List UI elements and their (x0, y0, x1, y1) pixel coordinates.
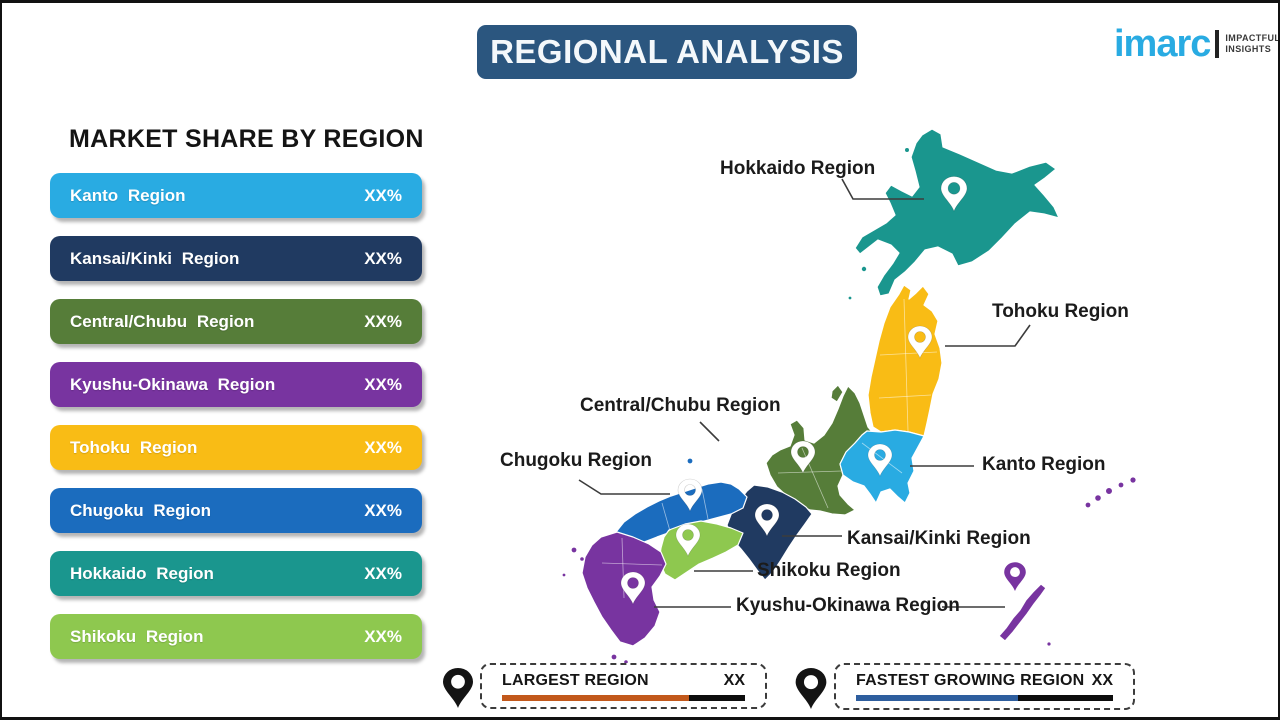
market-share-bar-label: Shikoku Region (70, 626, 204, 646)
map-pin-kyushu (620, 571, 646, 605)
island-dot (1093, 494, 1102, 503)
imarc-logo: imarc IMPACTFUL INSIGHTS (1114, 23, 1280, 65)
page-title: REGIONAL ANALYSIS (490, 33, 844, 70)
fastest-region-label: FASTEST GROWING REGION (856, 672, 1085, 689)
page-title-box: REGIONAL ANALYSIS (477, 25, 857, 79)
map-pin-chugoku (677, 478, 703, 512)
leader-line-hokkaido (841, 178, 924, 200)
region-hokkaido (854, 128, 1060, 297)
market-share-bar-value: XX% (364, 437, 402, 457)
logo-tagline-line2: INSIGHTS (1225, 44, 1272, 54)
market-share-heading: MARKET SHARE BY REGION (69, 125, 424, 153)
largest-region-bar (502, 695, 745, 701)
fastest-region-box: FASTEST GROWING REGION XX (834, 663, 1135, 710)
island-dot (686, 457, 694, 465)
market-share-bar-kanto: Kanto Region XX% (50, 173, 422, 218)
fastest-region-bar (856, 695, 1113, 701)
market-share-bar-hokkaido: Hokkaido Region XX% (50, 551, 422, 596)
market-share-bar-value: XX% (364, 563, 402, 583)
largest-region-label: LARGEST REGION (502, 672, 649, 689)
japan-map (443, 128, 1137, 709)
largest-region-box: LARGEST REGION XX (480, 663, 767, 709)
map-pin-tohoku (907, 325, 933, 359)
market-share-bar-value: XX% (364, 248, 402, 268)
island-dot (860, 265, 868, 273)
island-dot (610, 653, 618, 661)
island-dot (1104, 486, 1114, 496)
map-label-chugoku: Chugoku Region (500, 450, 652, 471)
map-pin-shikoku (675, 523, 701, 557)
market-share-bar-label: Kyushu-Okinawa Region (70, 374, 276, 394)
map-pin-okinawa (1004, 562, 1026, 591)
map-pin-kansai (754, 503, 780, 537)
market-share-bar-label: Kansai/Kinki Region (70, 248, 240, 268)
region-kansai (726, 484, 813, 581)
logo-tagline: IMPACTFUL INSIGHTS (1225, 33, 1280, 55)
fastest-region-bar-fill (856, 695, 1018, 701)
leader-line-chugoku (578, 479, 670, 495)
market-share-bar-shikoku: Shikoku Region XX% (50, 614, 422, 659)
market-share-bar-chugoku: Chugoku Region XX% (50, 488, 422, 533)
market-share-bar-label: Kanto Region (70, 185, 186, 205)
map-label-kyushu: Kyushu-Okinawa Region (736, 595, 960, 616)
market-share-bar-value: XX% (364, 500, 402, 520)
largest-region-pin-icon (443, 668, 473, 708)
island-dot (570, 546, 578, 554)
island-dot (903, 146, 911, 154)
market-share-bar-central: Central/Chubu Region XX% (50, 299, 422, 344)
market-share-bar-label: Tohoku Region (70, 437, 198, 457)
logo-divider (1215, 30, 1220, 58)
leader-line-tohoku (945, 324, 1031, 347)
island-dot (847, 295, 853, 301)
map-pin-hokkaido (940, 176, 968, 212)
fastest-region-pin-icon (795, 668, 827, 709)
map-label-kanto: Kanto Region (982, 454, 1106, 475)
region-tohoku (867, 284, 943, 437)
map-label-tohoku: Tohoku Region (992, 301, 1129, 322)
map-label-kansai: Kansai/Kinki Region (847, 528, 1031, 549)
largest-region-value: XX (723, 672, 745, 689)
imarc-brand-text: imarc (1114, 23, 1211, 65)
largest-region-bar-fill (502, 695, 690, 701)
island-dot (1129, 476, 1137, 484)
market-share-bar-value: XX% (364, 185, 402, 205)
market-share-bar-value: XX% (364, 374, 402, 394)
market-share-bar-value: XX% (364, 311, 402, 331)
island-okinawa (998, 583, 1047, 642)
market-share-bar-label: Hokkaido Region (70, 563, 214, 583)
market-share-bar-label: Chugoku Region (70, 500, 211, 520)
fastest-region-value: XX (1091, 672, 1113, 689)
map-pin-kanto (867, 443, 893, 477)
leader-line-central (699, 421, 720, 442)
island-dot (561, 572, 567, 578)
market-share-bar-kansai: Kansai/Kinki Region XX% (50, 236, 422, 281)
market-share-bar-value: XX% (364, 626, 402, 646)
island-dot (578, 555, 585, 562)
market-share-bar-kyushu: Kyushu-Okinawa Region XX% (50, 362, 422, 407)
market-share-bar-list: Kanto Region XX% Kansai/Kinki Region XX% Cen… (50, 173, 422, 677)
map-label-shikoku: Shikoku Region (757, 560, 901, 581)
logo-tagline-line1: IMPACTFUL (1225, 33, 1280, 43)
island-dot (1046, 641, 1052, 647)
market-share-bar-label: Central/Chubu Region (70, 311, 255, 331)
map-pin-central (790, 440, 816, 474)
map-label-hokkaido: Hokkaido Region (720, 158, 876, 179)
market-share-bar-tohoku: Tohoku Region XX% (50, 425, 422, 470)
island-dot (1117, 481, 1125, 489)
map-label-central: Central/Chubu Region (580, 395, 781, 416)
island-sado (830, 384, 844, 403)
island-dot (1084, 501, 1092, 509)
